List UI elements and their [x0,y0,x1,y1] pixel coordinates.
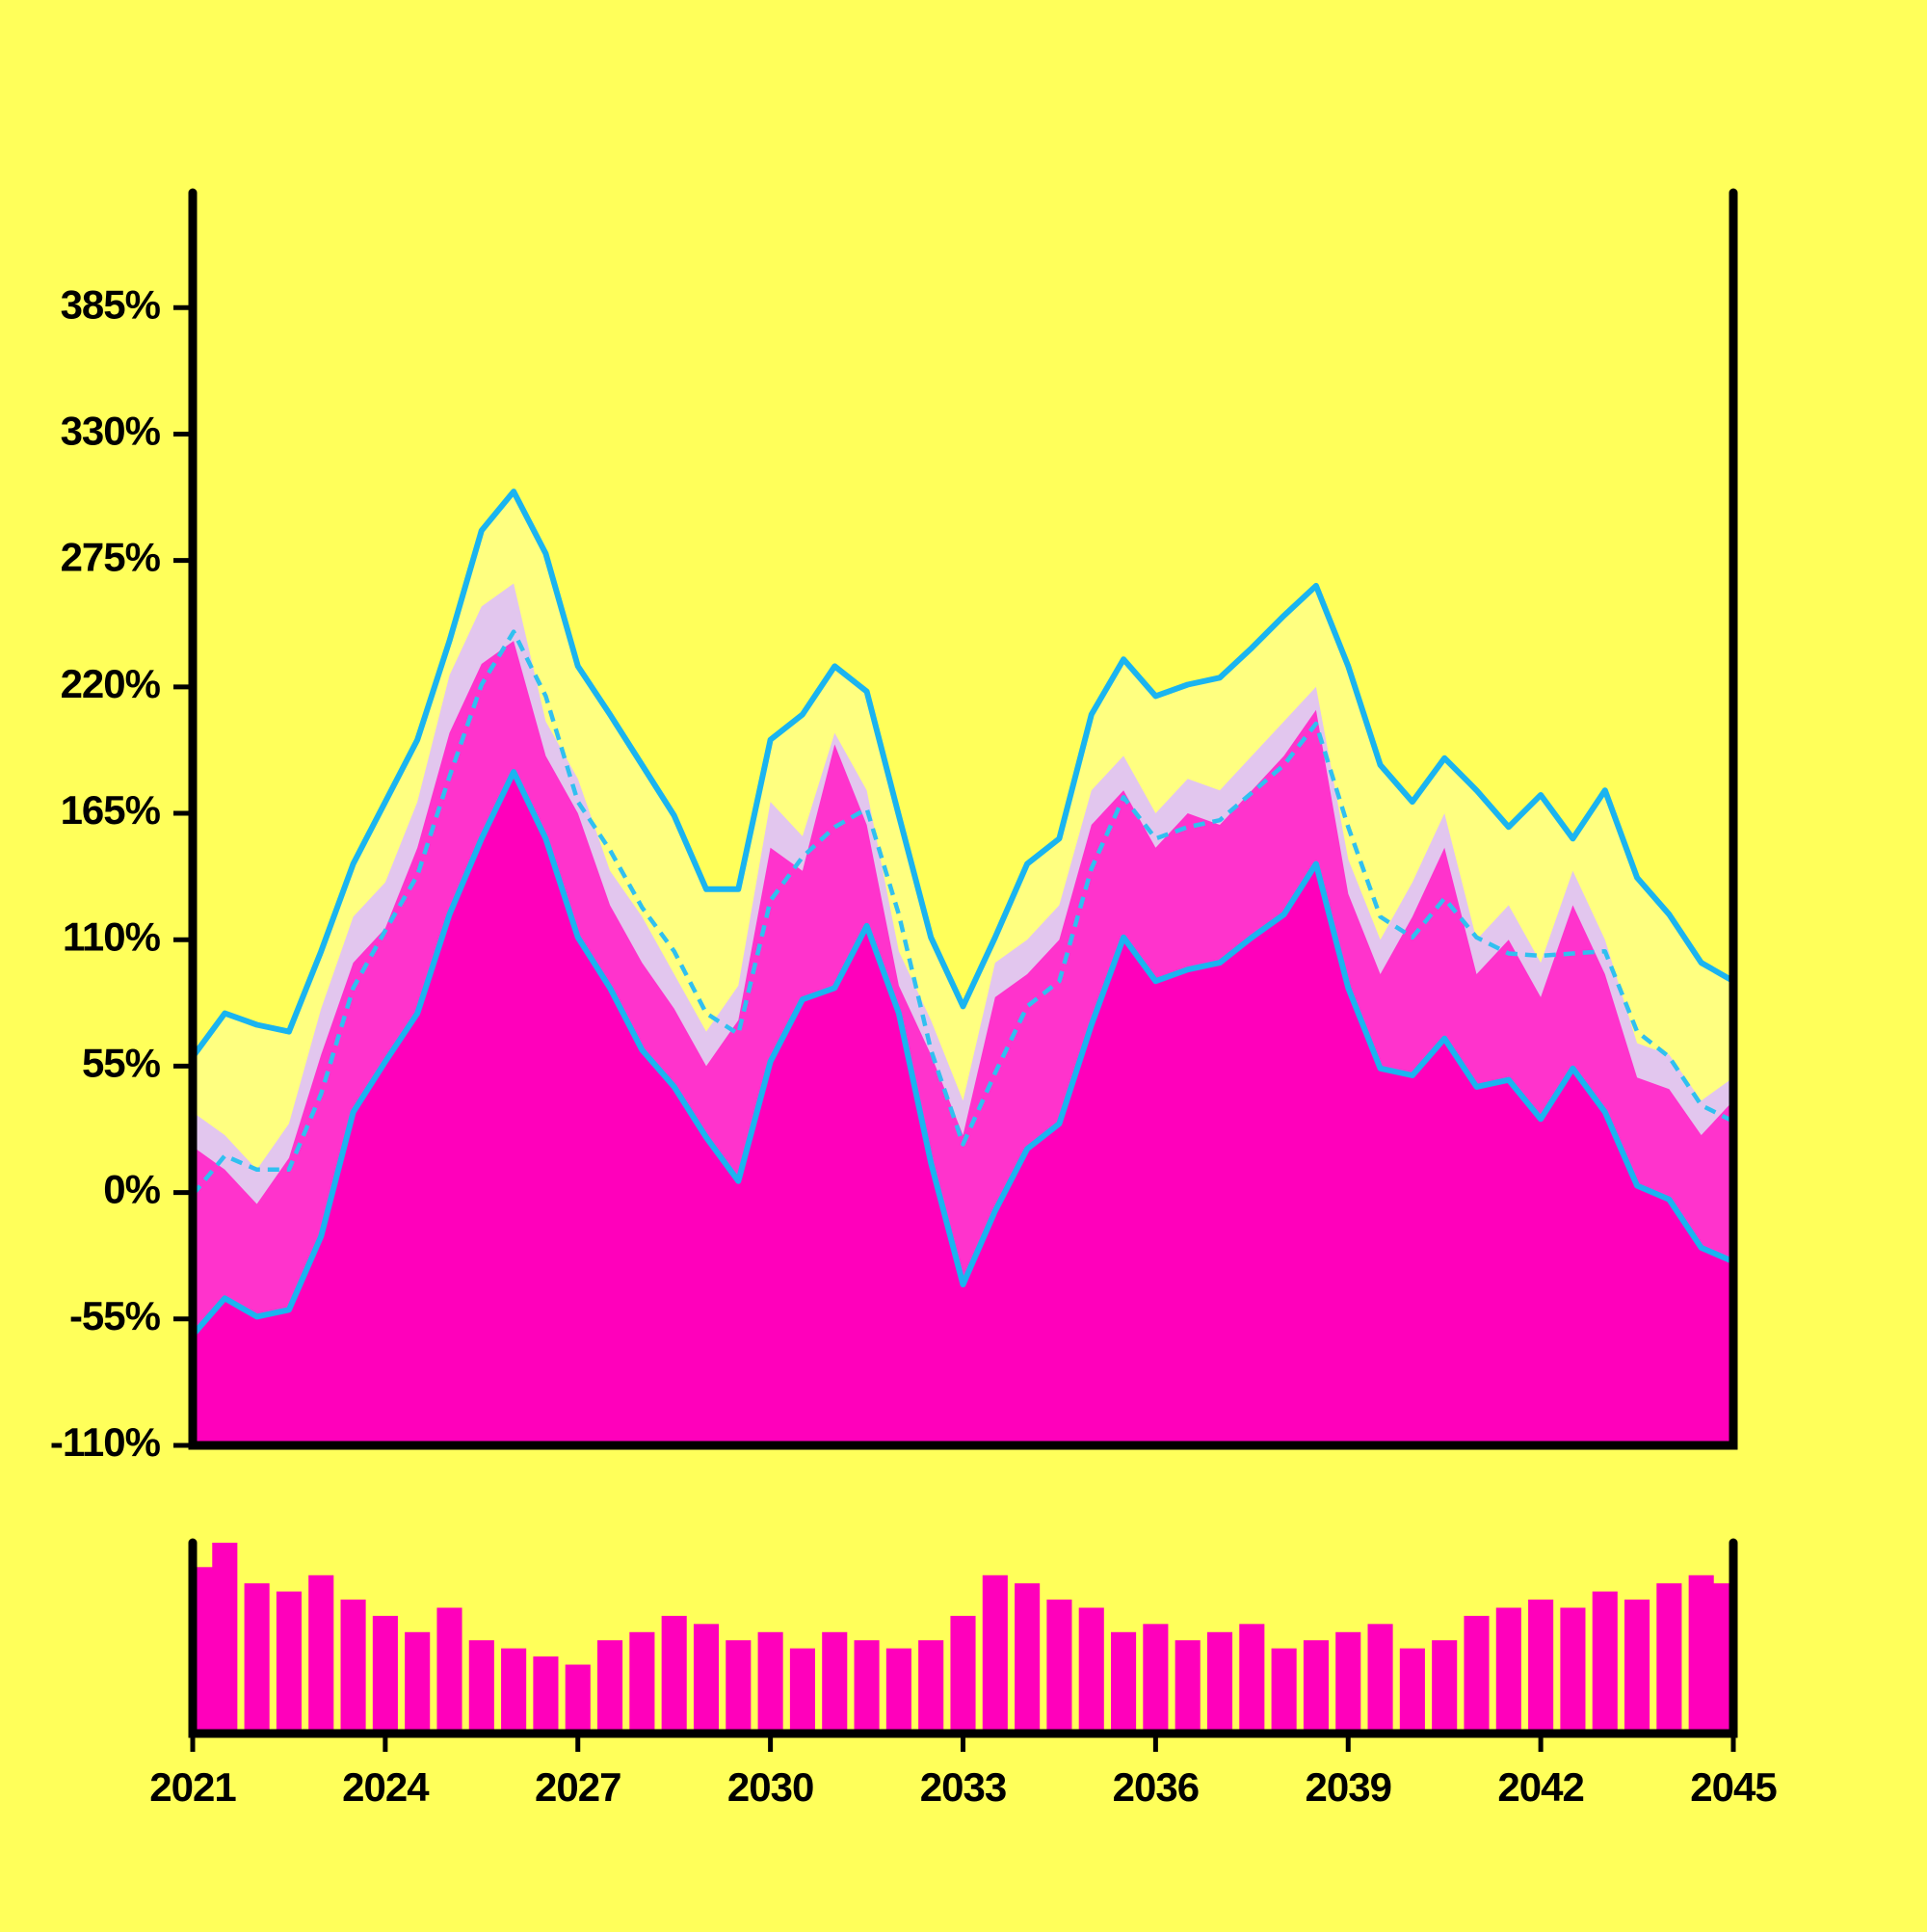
x-tick-label: 2039 [1306,1764,1391,1810]
x-tick-label: 2033 [920,1764,1006,1810]
volume-bar [1624,1600,1650,1730]
volume-bar [1495,1607,1521,1730]
volume-bar [468,1640,494,1730]
y-tick-label: 0% [103,1167,160,1212]
y-tick-label: 275% [61,535,161,580]
volume-bar [1271,1648,1297,1730]
volume-bar [1303,1640,1329,1730]
volume-bar [982,1575,1008,1730]
volume-bar [1560,1607,1586,1730]
y-tick-label: 385% [61,281,161,327]
volume-bar [1432,1640,1458,1730]
volume-bar [1592,1591,1618,1730]
volume-panel: 2021 2024 2027 2030 2033 2036 2039 2042 2045 [149,1543,1778,1810]
volume-bar [1528,1600,1554,1730]
band-line [190,769,1735,1337]
y-tick-label: 220% [61,661,161,706]
volume-bar [405,1631,431,1730]
volume-bar [436,1607,462,1730]
x-tick-label: 2024 [342,1764,430,1810]
volume-bar [1015,1583,1041,1730]
x-tick-label: 2027 [535,1764,620,1810]
x-tick-label: 2036 [1113,1764,1199,1810]
volume-bar [822,1631,848,1730]
volume-bar [308,1575,334,1730]
volume-bar [726,1640,752,1730]
volume-bar [1239,1624,1265,1730]
y-tick-label: -55% [69,1293,161,1338]
volume-bar [629,1631,655,1730]
volume-bar [1111,1631,1137,1730]
x-tick-label: 2021 [149,1764,236,1810]
volume-bar [885,1648,911,1730]
y-tick-label: -110% [50,1419,161,1465]
volume-bar [1399,1648,1425,1730]
volume-bar [1464,1615,1490,1730]
volume-bar [789,1648,815,1730]
main-frame [188,188,1738,1450]
middle-band-line [191,629,1735,1197]
volume-bar [918,1640,944,1730]
y-tick-label: 165% [61,787,161,833]
volume-bar [565,1664,591,1730]
volume-bar [276,1591,302,1730]
volume-bar [533,1656,559,1730]
volume-bar [950,1615,976,1730]
volume-bar [244,1583,270,1730]
volume-bar [1143,1624,1169,1730]
volume-bar [1175,1640,1201,1730]
x-tick-label: 2042 [1497,1764,1583,1810]
volume-bar [757,1631,783,1730]
volume-bar [854,1640,880,1730]
volume-bar [1656,1583,1682,1730]
volume-bar [372,1615,398,1730]
volume-bar [340,1600,366,1730]
volume-bar [597,1640,623,1730]
x-tick-label: 2045 [1690,1764,1777,1810]
y-tick-label: 330% [61,409,161,454]
band-line [190,489,1735,1059]
volume-bar [212,1543,238,1730]
volume-bar [1367,1624,1393,1730]
volume-bar [501,1648,527,1730]
y-tick-label: 110% [63,913,161,959]
volume-frame [188,1538,1738,1738]
volume-bar [1046,1600,1072,1730]
volume-bar [1078,1607,1104,1730]
volume-bar [693,1624,720,1730]
x-tick-label: 2030 [727,1764,813,1810]
main-panel: -110% -55% 0% 55% 110% 165% 220% 275% 330% 385% [50,281,1735,1465]
volume-bar [1335,1631,1361,1730]
volume-bar [1206,1631,1233,1730]
volume-bar [661,1615,687,1730]
frame [188,188,1738,1738]
y-tick-label: 55% [82,1041,161,1086]
